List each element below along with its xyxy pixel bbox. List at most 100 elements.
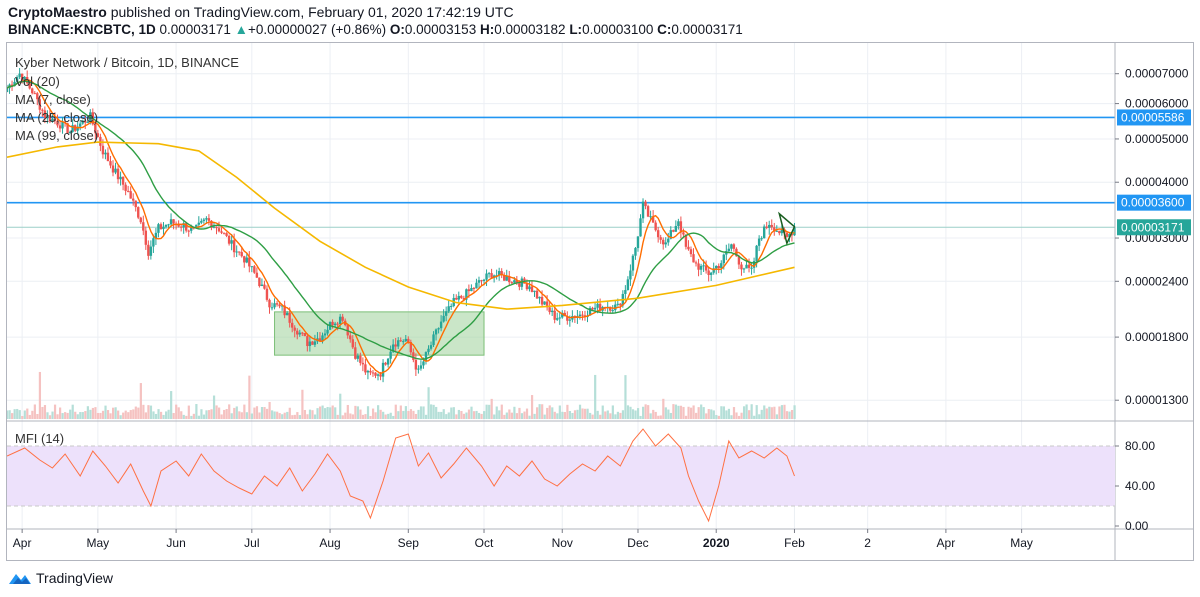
volume-bar [503, 414, 506, 419]
candle-body [520, 278, 524, 287]
volume-bar [518, 407, 521, 419]
candle-body [205, 218, 208, 220]
candle-body [720, 263, 723, 269]
candle-body [788, 234, 791, 237]
legend-ma7[interactable]: MA (7, close) [15, 92, 91, 107]
volume-bar [644, 404, 647, 419]
volume-bar [329, 407, 332, 419]
volume-bar [250, 413, 254, 419]
volume-bar [657, 415, 660, 419]
candle-body [220, 231, 223, 233]
volume-bar [689, 407, 693, 419]
volume-bar [563, 412, 566, 419]
volume-bar [91, 407, 95, 419]
volume-bar [215, 405, 218, 419]
volume-bar [414, 413, 418, 419]
author-name[interactable]: CryptoMaestro [8, 4, 107, 20]
candle-body [667, 238, 670, 243]
volume-bar [326, 406, 329, 419]
candle-body [677, 221, 680, 226]
candle-body [558, 317, 561, 319]
candle-body [427, 348, 430, 353]
candle-body [598, 303, 602, 311]
candle-body [349, 335, 352, 340]
volume-bar [662, 398, 665, 419]
candle-body [770, 224, 773, 228]
volume-bar [197, 415, 201, 419]
close-label: C: [657, 22, 672, 37]
legend-ma99[interactable]: MA (99, close) [15, 128, 99, 143]
candle-body [790, 234, 794, 236]
volume-bar [523, 411, 526, 419]
volume-bar [334, 407, 337, 419]
candle-body [255, 272, 259, 278]
candle-body [581, 314, 584, 316]
candle-body [381, 362, 385, 377]
candle-body [644, 201, 647, 207]
legend-vol[interactable]: Vol (20) [15, 74, 60, 89]
candle-body [563, 312, 566, 317]
volume-bar [392, 415, 395, 419]
candle-body [20, 73, 24, 82]
volume-bar [591, 414, 594, 419]
price-tick-label: 0.00004000 [1125, 175, 1189, 189]
volume-bar [331, 405, 334, 419]
volume-bar [672, 404, 675, 419]
candle-body [167, 224, 170, 226]
candle-body [775, 230, 778, 232]
volume-bar [583, 408, 587, 419]
candle-body [578, 314, 582, 317]
price-tick-label: 0.00006000 [1125, 97, 1189, 111]
candle-body [530, 286, 534, 292]
volume-bar [359, 409, 362, 419]
candle-body [298, 332, 301, 335]
volume-bar [659, 415, 662, 419]
volume-bar [417, 409, 420, 419]
volume-bar [624, 375, 627, 419]
candle-body [656, 230, 660, 238]
candle-body [611, 310, 614, 312]
legend-mfi[interactable]: MFI (14) [15, 431, 65, 446]
volume-bar [255, 406, 259, 419]
volume-bar [609, 413, 612, 419]
legend-ma25[interactable]: MA (25, close) [15, 110, 99, 125]
candle-body [442, 315, 445, 322]
symbol: BINANCE:KNCBTC, 1D [8, 22, 156, 37]
volume-bar [525, 408, 529, 419]
candle-body [253, 266, 256, 273]
candle-body [336, 323, 339, 325]
candle-body [513, 280, 516, 283]
volume-bar [205, 410, 208, 419]
tradingview-brand[interactable]: TradingView [8, 570, 113, 586]
time-tick-label: Sep [398, 536, 420, 550]
volume-bar [460, 410, 463, 419]
candle-body [664, 242, 667, 245]
volume-bar [301, 389, 304, 419]
candle-body [616, 303, 619, 305]
price-chart[interactable]: 0.000013000.000018000.000024000.00003000… [7, 43, 1193, 560]
last-price-tag [1117, 219, 1191, 236]
volume-bar [253, 407, 256, 419]
candle-body [245, 257, 248, 263]
volume-bar [379, 409, 382, 419]
volume-bar [631, 409, 635, 419]
volume-bar [488, 404, 491, 419]
volume-bar [8, 410, 11, 419]
volume-bar [500, 404, 503, 419]
volume-bar [790, 409, 794, 419]
volume-bar [48, 415, 52, 419]
volume-bar [407, 410, 410, 419]
candle-body [313, 341, 317, 345]
volume-bar [558, 405, 561, 419]
volume-bar [720, 406, 723, 419]
candle-body [94, 124, 97, 134]
volume-bar [634, 410, 637, 419]
candle-body [36, 93, 39, 100]
candle-body [33, 93, 36, 95]
candle-body [207, 218, 211, 221]
level-price-tag [1117, 194, 1191, 211]
candle-body [227, 235, 231, 244]
volume-bar [114, 407, 117, 419]
volume-bar [127, 412, 130, 419]
volume-bar [758, 414, 761, 419]
